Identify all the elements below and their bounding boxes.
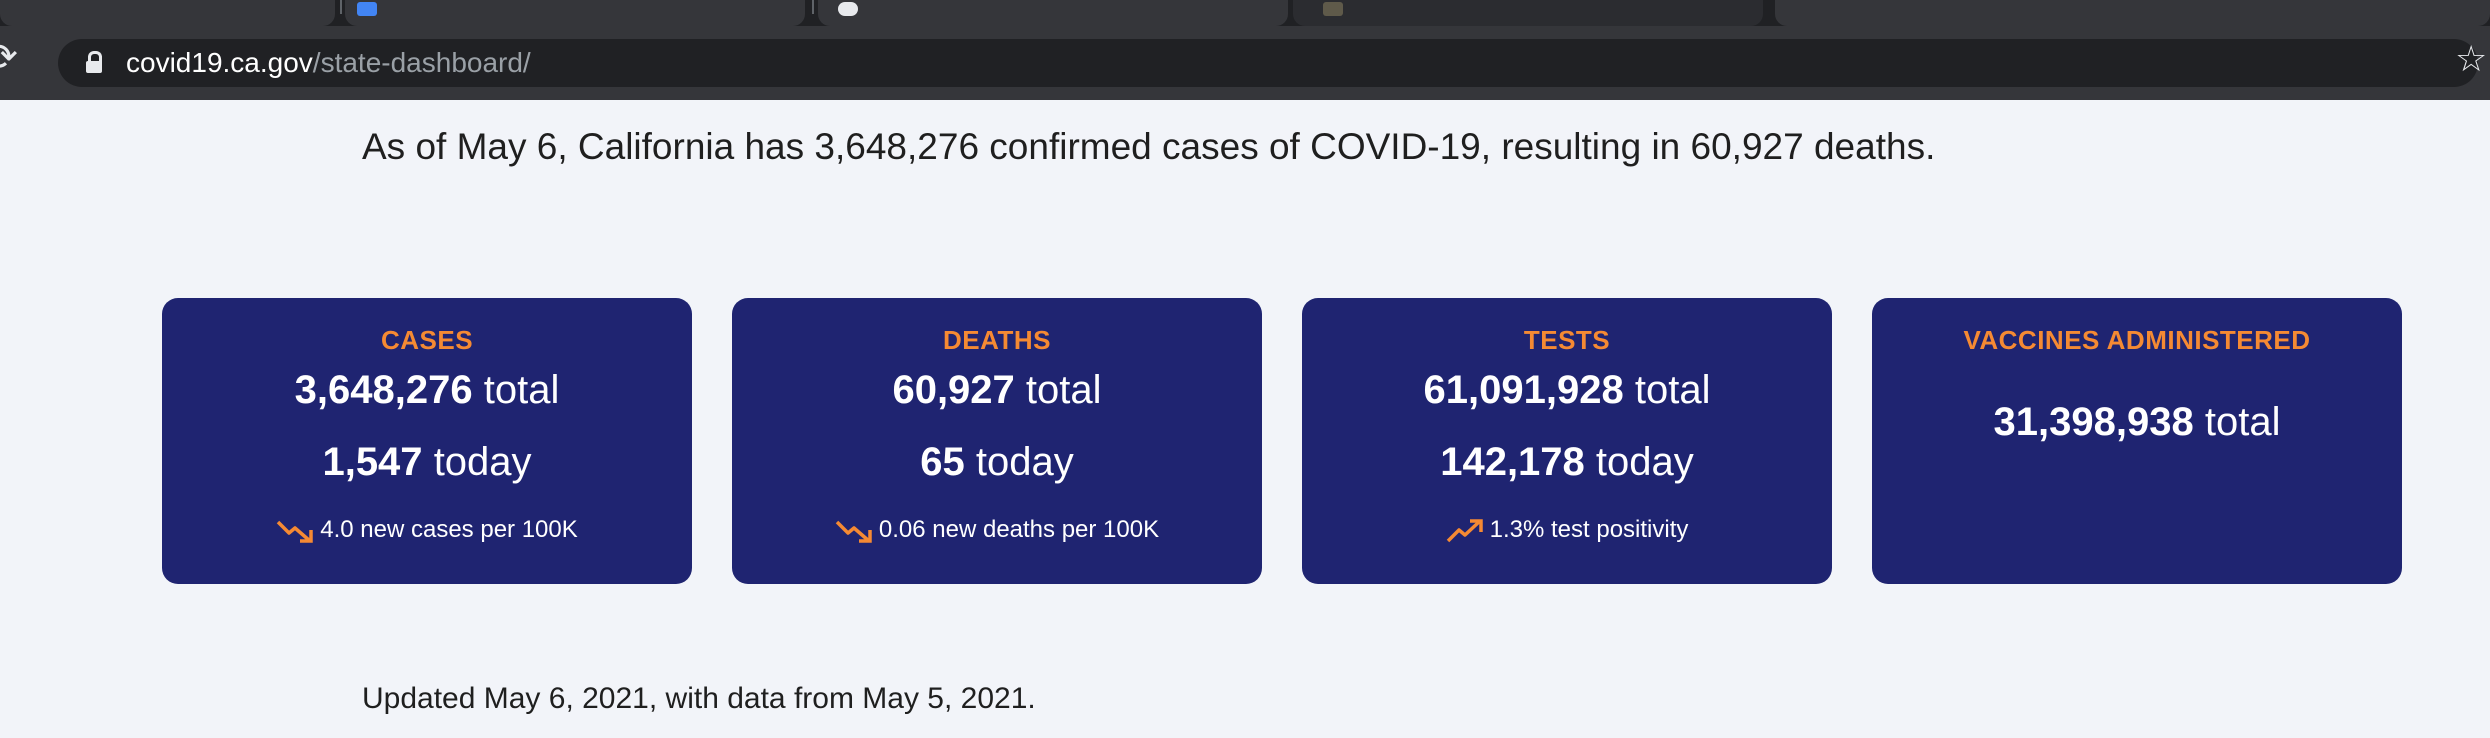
- card-title: VACCINES ADMINISTERED: [1963, 325, 2311, 355]
- tab-separator: [812, 0, 814, 14]
- total-value: 3,648,276: [294, 368, 473, 412]
- metric-text: 0.06 new deaths per 100K: [878, 516, 1160, 543]
- card-title: CASES: [380, 325, 474, 355]
- browser-tab[interactable]: [818, 0, 1288, 26]
- deaths-card: DEATHS 60,927 total 65 today 0.06 new de…: [732, 298, 1262, 584]
- metric-line: 4.0 new cases per 100K: [162, 516, 692, 544]
- reload-icon[interactable]: ⟳: [0, 35, 18, 79]
- total-value: 61,091,928: [1423, 368, 1624, 412]
- total-value: 31,398,938: [1993, 400, 2194, 444]
- trend-up-icon: [1446, 518, 1483, 542]
- url-domain: covid19.ca.gov: [126, 47, 313, 78]
- lock-icon[interactable]: [86, 51, 102, 73]
- today-value: 142,178: [1440, 440, 1585, 484]
- browser-tab-active[interactable]: [1293, 0, 1763, 26]
- tests-card: TESTS 61,091,928 total 142,178 today 1.3…: [1302, 298, 1832, 584]
- today-stat: 142,178 today: [1302, 440, 1832, 485]
- total-value: 60,927: [892, 368, 1015, 412]
- today-unit: today: [433, 440, 532, 484]
- metric-line: 1.3% test positivity: [1302, 516, 1832, 544]
- today-value: 1,547: [322, 440, 423, 484]
- total-stat: 60,927 total: [732, 368, 1262, 413]
- browser-tab-bar: [0, 0, 2490, 26]
- today-unit: today: [1595, 440, 1694, 484]
- summary-text: As of May 6, California has 3,648,276 co…: [362, 126, 1936, 167]
- total-unit: total: [1025, 368, 1102, 412]
- ca-gov-favicon-icon: [1323, 2, 1343, 16]
- url-text[interactable]: covid19.ca.gov/state-dashboard/: [126, 46, 531, 80]
- total-unit: total: [1634, 368, 1711, 412]
- card-title: TESTS: [1523, 325, 1611, 355]
- site-favicon-icon: [838, 2, 858, 16]
- today-value: 65: [920, 440, 965, 484]
- card-title: DEATHS: [943, 325, 1051, 355]
- address-bar[interactable]: [58, 39, 2478, 87]
- today-unit: today: [975, 440, 1074, 484]
- url-path: /state-dashboard/: [312, 47, 531, 78]
- today-stat: 1,547 today: [162, 440, 692, 485]
- google-favicon-icon: [357, 2, 377, 16]
- metric-line: 0.06 new deaths per 100K: [732, 516, 1262, 544]
- browser-tab[interactable]: [1775, 0, 2490, 26]
- total-unit: total: [2204, 400, 2281, 444]
- updated-text: Updated May 6, 2021, with data from May …: [362, 682, 1036, 715]
- browser-tab[interactable]: [345, 0, 805, 26]
- vaccines-card: VACCINES ADMINISTERED 31,398,938 total: [1872, 298, 2402, 584]
- total-stat: 3,648,276 total: [162, 368, 692, 413]
- trend-down-icon: [835, 520, 872, 543]
- total-unit: total: [483, 368, 560, 412]
- total-stat: 61,091,928 total: [1302, 368, 1832, 413]
- browser-tab[interactable]: [0, 0, 335, 26]
- today-stat: 65 today: [732, 440, 1262, 485]
- bookmark-star-icon[interactable]: ☆: [2455, 39, 2488, 80]
- cases-card: CASES 3,648,276 total 1,547 today 4.0 ne…: [162, 298, 692, 584]
- total-stat: 31,398,938 total: [1872, 400, 2402, 445]
- tab-separator: [340, 0, 342, 14]
- metric-text: 1.3% test positivity: [1489, 516, 1689, 543]
- trend-down-icon: [277, 520, 313, 543]
- metric-text: 4.0 new cases per 100K: [320, 516, 578, 543]
